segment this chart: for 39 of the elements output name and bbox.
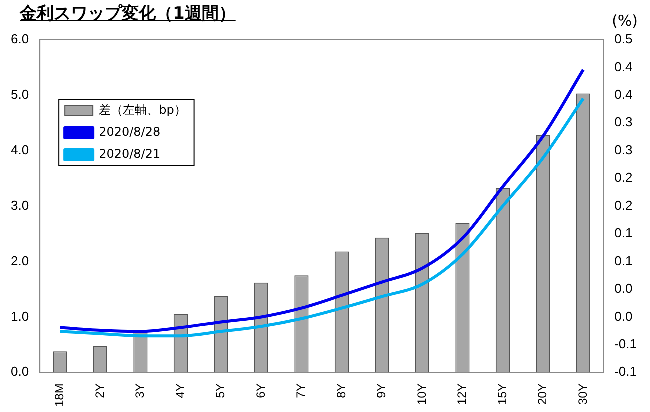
y-tick-label: 0.0 [10,364,30,380]
y2-tick-label: 0.4 [614,87,633,102]
y-tick-label: 6.0 [10,32,30,47]
x-tick-label: 2Y [92,384,107,398]
x-tick-label: 6Y [254,384,268,398]
x-tick-label: 8Y [334,384,348,398]
y2-axis-title: (%) [612,12,638,30]
x-tick-label: 4Y [173,384,188,398]
x-tick-label: 15Y [495,384,510,406]
y2-tick-label: 0.1 [614,253,633,268]
y-tick-label: 1.0 [10,308,30,324]
y2-tick-label: 0.2 [614,170,633,186]
x-tick-label: 7Y [294,384,308,398]
legend-label: 差（左軸、bp） [99,103,186,118]
y2-tick-label: -0.1 [614,336,638,352]
x-tick-label: 18M [52,384,67,407]
x-tick-label: 20Y [536,384,550,406]
y2-tick-label: 0.4 [614,59,633,74]
y2-tick-label: 0.0 [614,281,633,296]
x-tick-label: 3Y [133,384,148,398]
x-tick-label: 30Y [576,384,590,406]
y2-tick-label: 0.0 [614,308,633,324]
y-tick-label: 2.0 [10,253,30,268]
legend-label: 2020/8/21 [99,147,161,162]
chart-title: 金利スワップ変化（1週間） [20,3,236,25]
y2-tick-label: 0.2 [614,198,633,213]
x-tick-label: 5Y [214,384,228,398]
y-tick-label: 3.0 [10,198,30,213]
x-tick-label: 10Y [414,384,429,406]
y2-tick-label: 0.3 [614,114,633,130]
y-tick-label: 4.0 [10,142,30,158]
y2-tick-label: 0.5 [614,32,633,47]
y2-tick-label: -0.1 [614,364,638,380]
y-tick-label: 5.0 [10,87,30,102]
x-tick-label: 9Y [374,384,389,398]
y2-tick-label: 0.1 [614,226,633,241]
y2-tick-label: 0.3 [614,142,633,158]
x-tick-label: 12Y [455,384,470,406]
legend-label: 2020/8/28 [99,125,161,140]
